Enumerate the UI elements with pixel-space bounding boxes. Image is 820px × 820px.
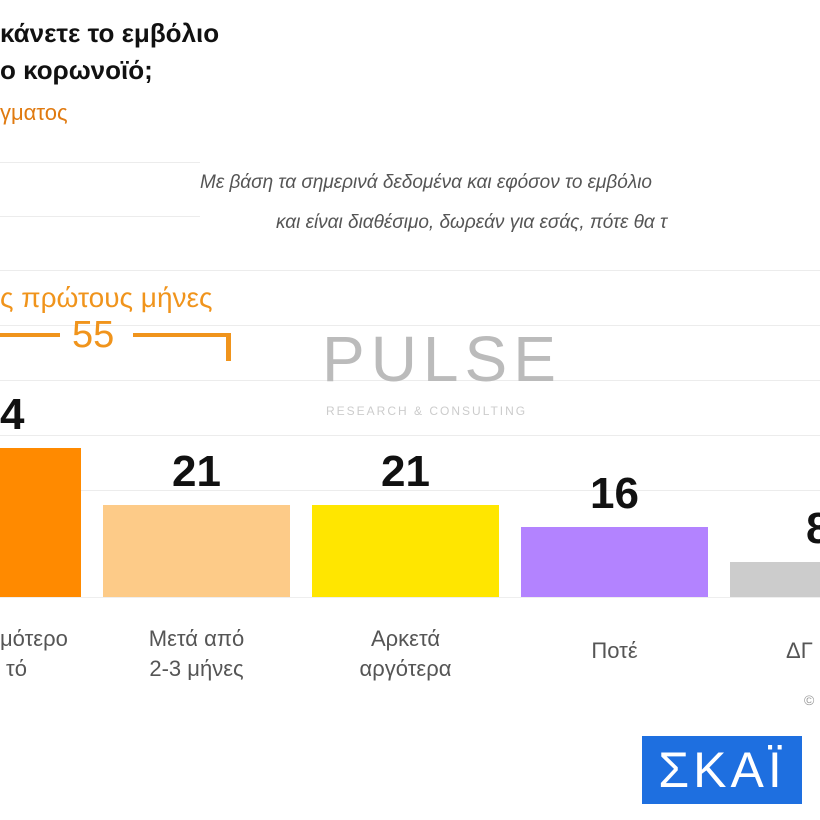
category-label-line: Ποτέ [591,638,638,663]
bracket-line-right [133,333,230,337]
category-label: Αρκετά αργότερα [312,624,499,684]
bar-value-label: 21 [381,447,430,497]
question-line2: και είναι διαθέσιμο, δωρεάν για εσάς, πό… [276,212,668,233]
category-label-line: Αρκετά [370,626,441,651]
category-label: Μετά από 2-3 μήνες [103,624,290,684]
chart-title-line2: ο κορωνοϊό; [0,55,153,85]
bar-value-label: 16 [590,468,639,518]
chart-subtitle: γματος [0,100,68,125]
category-label-line: μότερο [0,626,68,651]
bar [312,505,499,597]
category-label: Ποτέ [521,636,708,666]
gridline [0,325,820,326]
bar-value-label: 4 [0,390,25,440]
category-label: ΔΓ [786,636,820,666]
bracket-line-left [0,333,60,337]
chart-title-line1: κάνετε το εμβόλιο [0,18,220,48]
skai-logo: ΣΚΑΪ [642,736,802,804]
gridline [0,490,820,491]
bracket-end [226,333,231,361]
bracket-label: ς πρώτους μήνες [0,282,213,313]
gridline [0,216,200,217]
gridline [0,270,820,271]
watermark-tagline: RESEARCH & CONSULTING [326,404,528,418]
category-label-line: τό [6,656,27,681]
bar [103,505,290,597]
baseline [0,597,820,598]
bar-value-label: 8 [806,503,820,553]
category-label-line: ΔΓ [786,638,813,663]
bar [521,526,708,597]
gridline [0,162,200,163]
category-label-line: Μετά από [148,626,245,651]
gridline [0,435,820,436]
watermark-brand: PULSE [322,323,562,395]
category-label-line: 2-3 μήνες [149,656,244,681]
gridline [0,380,820,381]
bar [0,448,81,597]
category-label-line: αργότερα [359,656,452,681]
bracket-value: 55 [72,314,115,356]
category-label: μότερο τό [0,624,90,684]
bar [730,561,820,597]
copyright-icon: © [804,692,815,708]
question-line1: Με βάση τα σημερινά δεδομένα και εφόσον … [200,172,652,193]
bar-value-label: 21 [172,447,221,497]
